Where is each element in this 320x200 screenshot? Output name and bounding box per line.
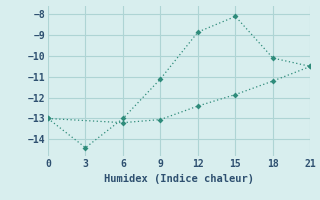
X-axis label: Humidex (Indice chaleur): Humidex (Indice chaleur) (104, 174, 254, 184)
